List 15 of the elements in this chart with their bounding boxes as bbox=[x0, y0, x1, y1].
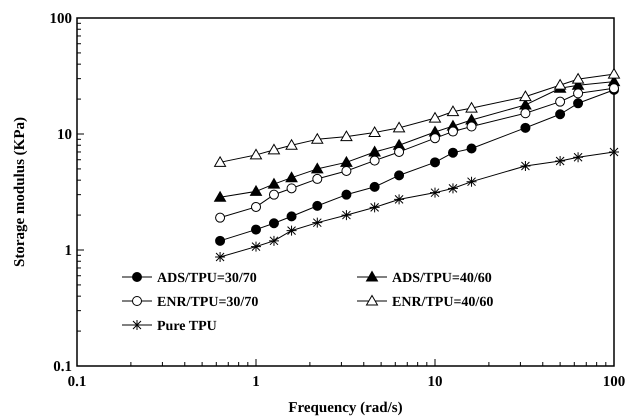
x-tick-label: 1 bbox=[252, 374, 260, 390]
y-tick-label: 10 bbox=[57, 127, 72, 143]
y-tick-label: 1 bbox=[64, 243, 72, 259]
legend-label: ADS/TPU=40/60 bbox=[392, 271, 492, 286]
legend-label: Pure TPU bbox=[157, 319, 217, 334]
y-tick-label: 100 bbox=[50, 11, 72, 27]
legend-label: ADS/TPU=30/70 bbox=[157, 271, 257, 286]
legend-label: ENR/TPU=30/70 bbox=[157, 295, 258, 310]
x-tick-label: 100 bbox=[602, 374, 626, 390]
x-tick-label: 10 bbox=[428, 374, 442, 390]
x-tick-label: 0.1 bbox=[68, 374, 86, 390]
y-axis-title: Storage modulus (KPa) bbox=[12, 116, 28, 267]
legend-label: ENR/TPU=40/60 bbox=[392, 295, 494, 310]
y-tick-label: 0.1 bbox=[53, 359, 72, 375]
x-axis-title: Frequency (rad/s) bbox=[288, 400, 403, 416]
